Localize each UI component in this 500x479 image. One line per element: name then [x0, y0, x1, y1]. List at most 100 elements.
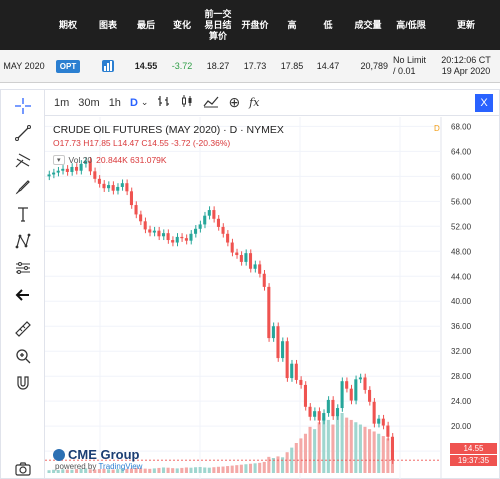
volume-bar [267, 456, 271, 473]
bar-style-icon[interactable] [157, 94, 171, 111]
back-arrow-icon[interactable] [12, 285, 34, 305]
candle [226, 233, 230, 243]
candle [271, 326, 275, 339]
candle [368, 389, 372, 402]
volume-bar [125, 468, 129, 473]
volume-bar [358, 424, 362, 473]
ruler-icon[interactable] [12, 319, 34, 339]
volume-bar [180, 467, 184, 473]
crosshair-icon[interactable] [12, 96, 34, 116]
volume-label: Vol 20 [68, 155, 93, 165]
candle [390, 436, 394, 461]
volume-bar [148, 468, 152, 473]
screenshot-icon[interactable] [12, 459, 34, 479]
candle [331, 399, 335, 417]
col-volume: 成交量 [354, 19, 382, 30]
interval-1m[interactable]: 1m [54, 96, 70, 109]
brush-icon[interactable] [12, 177, 34, 197]
candle [139, 214, 143, 222]
text-icon[interactable] [12, 204, 34, 224]
candle [335, 408, 340, 417]
candle [377, 418, 381, 424]
volume-bar [239, 464, 243, 473]
measure-icon[interactable] [12, 258, 34, 278]
volume-bar [372, 431, 376, 473]
collapse-legend-icon[interactable]: ▾ [53, 155, 65, 165]
volume-bar [308, 426, 312, 473]
y-tick-label: 68.00 [451, 122, 472, 131]
candle [322, 413, 326, 421]
volume-bar [331, 424, 335, 473]
candle [180, 236, 184, 239]
chart-area[interactable]: 68.00 64.00 60.00 56.00 52.00 48.00 44.00 40.00… [45, 117, 500, 479]
volume-bar [285, 452, 289, 473]
candle [248, 253, 253, 269]
magnet-icon[interactable] [12, 373, 34, 393]
quote-table: 期权 图表 最后 变化 前一交易日结算价 开盘价 高 低 成交量 高/低限 更新… [0, 0, 500, 83]
candle [281, 341, 285, 359]
tradingview-link[interactable]: TradingView [98, 462, 143, 471]
candle [313, 411, 317, 417]
pitchfork-icon[interactable] [12, 150, 34, 170]
volume-bar [194, 467, 198, 473]
y-tick-label: 60.00 [451, 172, 472, 181]
candle [184, 238, 188, 241]
close-chart-button[interactable]: X [475, 94, 493, 112]
candle [221, 226, 225, 234]
volume-bar [248, 463, 253, 473]
candle [299, 379, 303, 385]
candle [84, 160, 88, 164]
drawing-toolbar [1, 90, 45, 479]
trend-line-icon[interactable] [12, 123, 34, 143]
col-last: 最后 [136, 19, 155, 30]
interval-dropdown-icon[interactable]: ⌄ [140, 97, 149, 107]
candle [285, 341, 289, 379]
options-badge[interactable]: OPT [55, 59, 81, 73]
volume-bar [79, 468, 83, 473]
area-chart-icon[interactable] [203, 94, 219, 111]
compare-icon[interactable]: ⊕ [228, 94, 241, 110]
volume-bar [381, 436, 385, 473]
globe-icon [53, 448, 65, 461]
candle [79, 163, 83, 171]
candle [253, 264, 257, 269]
last-value: 14.55 [134, 60, 158, 71]
candle [267, 286, 271, 339]
candle [194, 228, 198, 234]
y-tick-label: 44.00 [451, 272, 472, 281]
volume-bar [207, 467, 211, 473]
y-tick-label: 24.00 [451, 397, 472, 406]
volume-value: 20,789 [360, 60, 388, 71]
col-limits: 高/低限 [396, 19, 426, 30]
volume-bar [74, 469, 79, 473]
zoom-icon[interactable] [12, 346, 34, 366]
volume-bar [189, 467, 193, 473]
volume-bar [299, 438, 303, 473]
pattern-icon[interactable] [12, 231, 34, 251]
y-tick-label: 32.00 [451, 347, 472, 356]
volume-values: 20.844K 631.079K [96, 155, 167, 165]
chart-toolbar: 1m 30m 1h D ⌄ ⊕ fx X [45, 90, 500, 116]
y-tick-label: 48.00 [451, 247, 472, 256]
candle [358, 377, 362, 380]
volume-bar [386, 438, 390, 473]
y-tick-label: 52.00 [451, 222, 472, 231]
volume-bar [93, 469, 97, 473]
indicators-icon[interactable]: fx [249, 96, 260, 109]
volume-bar [345, 417, 349, 473]
col-updated: 更新 [456, 19, 475, 30]
candles-icon[interactable] [180, 94, 194, 111]
limit-line-2: / 0.01 [393, 66, 416, 76]
interval-30m[interactable]: 30m [78, 96, 100, 109]
volume-bar [212, 467, 216, 473]
price-chart[interactable]: 68.00 64.00 60.00 56.00 52.00 48.00 44.00 40.00… [45, 117, 500, 479]
bar-chart-icon[interactable] [102, 60, 114, 72]
interval-d[interactable]: D [129, 96, 138, 109]
candle [152, 230, 156, 233]
updated-time: 20:12:06 CT [441, 55, 491, 65]
volume-bar [129, 468, 133, 473]
volume-bar [143, 468, 147, 473]
candle [294, 363, 298, 380]
volume-bar [56, 470, 60, 473]
interval-1h[interactable]: 1h [108, 96, 121, 109]
